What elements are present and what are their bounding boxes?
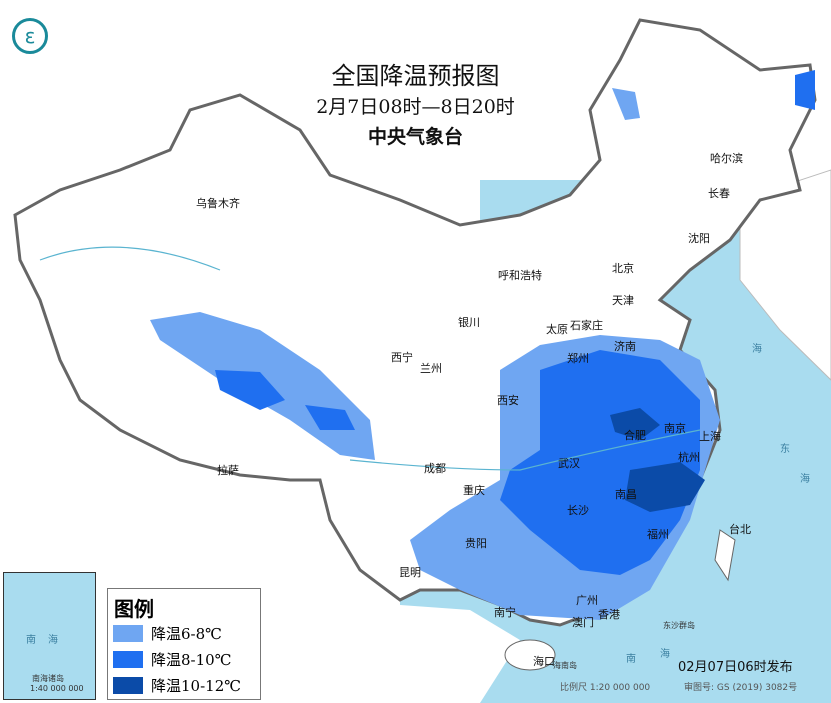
city-label: 南京 xyxy=(664,422,686,435)
legend-item: 降温10-12℃ xyxy=(113,675,241,696)
island-label: 海南岛 xyxy=(553,661,577,670)
city-label: 南昌 xyxy=(615,488,637,501)
cooling-8-10-tibet-a xyxy=(215,370,285,410)
cooling-10-12-jiangxi xyxy=(625,462,705,512)
city-label: 贵阳 xyxy=(465,537,487,550)
inset-sea-label: 南 xyxy=(26,635,36,646)
city-label: 拉萨 xyxy=(217,464,239,477)
city-label: 西宁 xyxy=(391,351,413,364)
legend-heading: 图例 xyxy=(114,597,154,621)
city-label: 长沙 xyxy=(567,504,589,517)
city-label: 天津 xyxy=(612,294,634,307)
city-label: 成都 xyxy=(424,462,446,475)
city-label: 香港 xyxy=(598,608,620,621)
city-label: 长春 xyxy=(708,187,730,200)
city-label: 武汉 xyxy=(558,457,580,470)
city-label: 海口 xyxy=(533,655,555,668)
legend: 图例 降温6-8℃ 降温8-10℃ 降温10-12℃ xyxy=(107,588,261,700)
review-number: 审图号: GS (2019) 3082号 xyxy=(684,683,798,693)
legend-swatch xyxy=(113,677,143,694)
city-label: 西安 xyxy=(497,394,519,407)
cma-logo: ε xyxy=(12,18,48,54)
city-label: 杭州 xyxy=(678,451,700,464)
city-label: 呼和浩特 xyxy=(498,269,542,282)
cooling-10-12-anhui xyxy=(610,408,660,440)
legend-label: 降温6-8℃ xyxy=(151,625,222,643)
legend-swatch xyxy=(113,651,143,668)
legend-swatch xyxy=(113,625,143,642)
city-label: 台北 xyxy=(729,523,751,536)
inset-label: 南海诸岛 xyxy=(32,674,64,683)
island-label: 东沙群岛 xyxy=(663,621,695,630)
hainan-island xyxy=(504,639,556,671)
legend-item: 降温8-10℃ xyxy=(113,649,231,670)
map-scale: 比例尺 1:20 000 000 xyxy=(560,683,651,693)
sea-label: 海 xyxy=(800,474,810,485)
city-label: 合肥 xyxy=(624,429,646,442)
legend-label: 降温10-12℃ xyxy=(151,677,242,695)
cooling-8-10-northeast xyxy=(795,70,815,110)
forecast-period: 2月7日08时—8日20时 xyxy=(316,96,515,118)
city-label: 广州 xyxy=(576,594,598,607)
sea-label: 海 xyxy=(752,344,762,355)
city-label: 上海 xyxy=(699,430,721,443)
map-title: 全国降温预报图 xyxy=(331,62,500,90)
city-label: 福州 xyxy=(647,528,669,541)
city-label: 太原 xyxy=(546,323,568,336)
publish-time: 02月07日06时发布 xyxy=(678,660,793,675)
city-label: 济南 xyxy=(614,340,636,353)
city-label: 哈尔滨 xyxy=(710,152,743,165)
city-label: 兰州 xyxy=(420,362,442,375)
city-label: 重庆 xyxy=(463,484,485,497)
city-label: 南宁 xyxy=(494,606,516,619)
legend-item: 降温6-8℃ xyxy=(113,623,222,644)
issuer: 中央气象台 xyxy=(367,126,463,148)
city-label: 北京 xyxy=(612,262,634,275)
cooling-8-10-east xyxy=(500,350,700,575)
inset-sea-label: 海 xyxy=(48,635,58,646)
south-china-sea-inset: 南 海 南海诸岛 1:40 000 000 xyxy=(3,572,96,700)
city-label: 沈阳 xyxy=(688,232,710,245)
yangtze-river xyxy=(39,246,701,471)
city-label: 银川 xyxy=(458,316,480,329)
inset-scale: 1:40 000 000 xyxy=(30,684,84,693)
cooling-6-8-north xyxy=(612,88,640,120)
legend-label: 降温8-10℃ xyxy=(151,651,232,669)
taiwan-island xyxy=(714,529,736,582)
sea-label: 海 xyxy=(660,649,670,660)
sea-label: 东 xyxy=(780,444,790,455)
city-label: 澳门 xyxy=(572,616,594,629)
neighbor-land-sea xyxy=(300,600,520,703)
cooling-8-10-tibet-b xyxy=(305,405,355,430)
city-label: 石家庄 xyxy=(570,319,603,332)
city-label: 郑州 xyxy=(567,352,589,365)
neighbor-land xyxy=(739,169,831,381)
city-label: 乌鲁木齐 xyxy=(196,197,240,210)
sea-label: 南 xyxy=(626,654,636,665)
city-label: 昆明 xyxy=(399,566,421,579)
